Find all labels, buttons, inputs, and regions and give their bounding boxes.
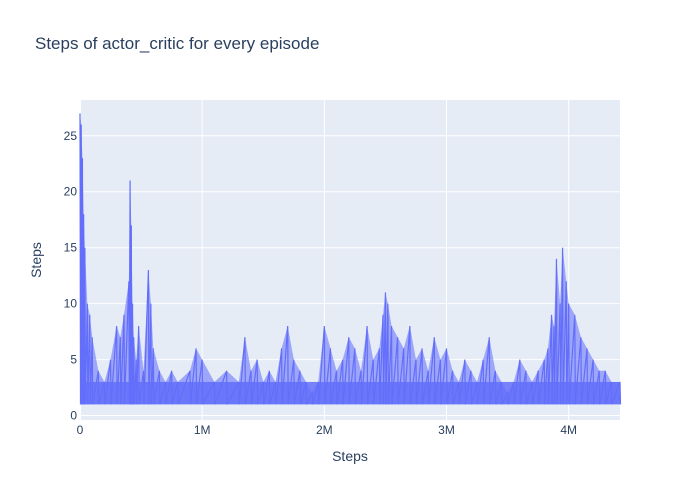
x-axis-title: Steps: [332, 448, 368, 464]
y-tick-label: 10: [64, 297, 78, 311]
series-floor: [80, 381, 620, 405]
tick-layer: 0 1M 2M 3M 4M 0 5 10 15 20 25: [64, 129, 577, 437]
x-tick-label: 2M: [316, 423, 333, 437]
y-tick-label: 15: [64, 241, 78, 255]
x-tick-label: 0: [77, 423, 84, 437]
chart-title: Steps of actor_critic for every episode: [35, 34, 320, 53]
y-tick-label: 5: [70, 353, 77, 367]
y-tick-label: 20: [64, 185, 78, 199]
x-tick-label: 1M: [194, 423, 211, 437]
x-tick-label: 3M: [438, 423, 455, 437]
x-tick-label: 4M: [560, 423, 577, 437]
series-layer: [79, 113, 622, 405]
y-tick-label: 25: [64, 129, 78, 143]
y-tick-label: 0: [70, 409, 77, 423]
